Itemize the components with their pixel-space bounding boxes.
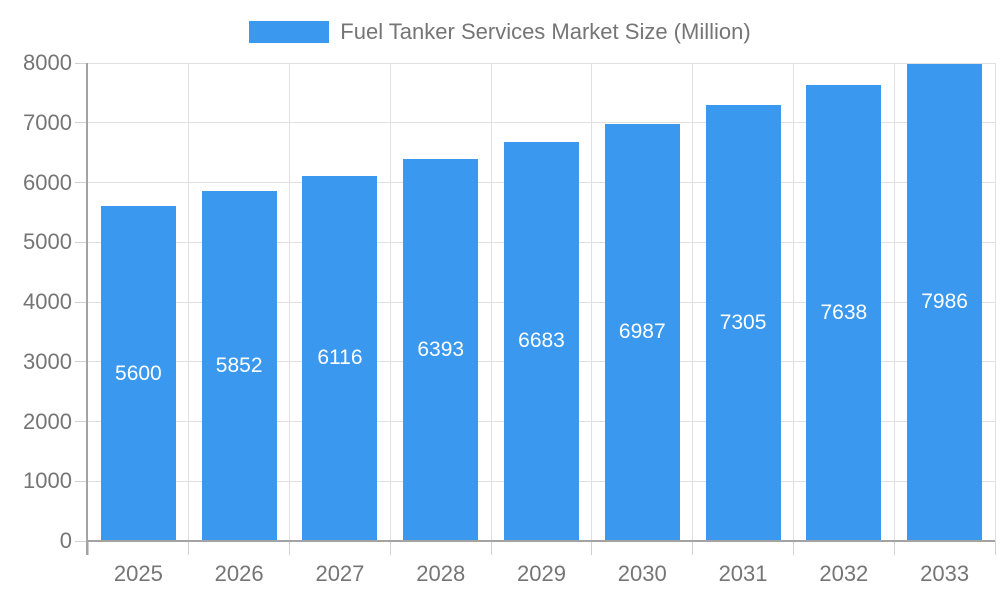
x-axis-label: 2032 <box>819 561 869 586</box>
bar-value-label: 7638 <box>820 300 868 324</box>
legend-swatch <box>249 21 330 43</box>
gridline-vertical <box>893 63 895 541</box>
x-axis-tick <box>188 541 190 555</box>
bar-value-label: 5852 <box>215 354 263 378</box>
x-axis-tick <box>792 541 794 555</box>
x-axis-tick <box>893 541 895 555</box>
x-axis-label: 2028 <box>416 561 466 586</box>
y-axis-label: 5000 <box>23 229 72 255</box>
x-axis-label: 2033 <box>920 561 970 586</box>
bar[interactable]: 5600 <box>100 206 176 541</box>
gridline-vertical <box>994 63 996 541</box>
y-axis-label: 7000 <box>23 109 72 135</box>
y-axis-label: 1000 <box>23 468 72 494</box>
y-axis-tick <box>75 540 88 542</box>
legend[interactable]: Fuel Tanker Services Market Size (Millio… <box>0 19 1000 44</box>
y-axis-tick <box>75 301 88 303</box>
x-axis-tick <box>591 541 593 555</box>
y-axis-label: 4000 <box>23 289 72 314</box>
x-axis-tick <box>692 541 694 555</box>
x-axis-label: 2031 <box>718 561 768 586</box>
legend-label: Fuel Tanker Services Market Size (Millio… <box>340 19 751 44</box>
y-axis-line <box>86 63 88 555</box>
bar-value-label: 7305 <box>719 310 767 334</box>
bar-value-label: 6987 <box>618 320 666 344</box>
bar-value-label: 6116 <box>317 346 363 370</box>
x-axis-label: 2025 <box>113 561 163 586</box>
gridline-horizontal <box>88 122 995 124</box>
y-axis-tick <box>75 62 88 64</box>
gridline-vertical <box>490 63 492 541</box>
gridline-vertical <box>289 63 291 541</box>
bar-value-label: 6393 <box>417 338 465 361</box>
x-axis-label: 2026 <box>214 561 264 586</box>
gridline-vertical <box>389 63 391 541</box>
x-axis-tick <box>490 541 492 555</box>
x-axis-label: 2030 <box>617 561 667 586</box>
y-axis-label: 3000 <box>23 348 72 374</box>
bar[interactable]: 6116 <box>302 175 378 541</box>
y-axis-tick <box>75 480 88 482</box>
bar-value-label: 6683 <box>518 329 565 353</box>
y-axis-label: 8000 <box>23 50 72 75</box>
y-axis-tick <box>75 241 88 243</box>
x-axis-label: 2027 <box>315 561 365 586</box>
y-axis-tick <box>75 122 88 124</box>
y-axis-label: 6000 <box>23 169 72 195</box>
x-axis-tick <box>289 541 291 555</box>
x-axis-tick <box>389 541 391 555</box>
y-axis-tick <box>75 421 88 422</box>
gridline-horizontal <box>88 62 995 64</box>
x-axis-tick <box>87 541 89 555</box>
gridline-vertical <box>792 63 794 541</box>
gridline-vertical <box>692 63 694 541</box>
gridline-vertical <box>591 63 593 541</box>
bar-value-label: 5600 <box>115 361 162 385</box>
bar[interactable]: 6683 <box>504 141 579 541</box>
x-axis-label: 2029 <box>517 561 566 586</box>
y-axis-label: 2000 <box>23 408 72 434</box>
bar[interactable]: 7986 <box>907 63 983 541</box>
bar[interactable]: 7638 <box>806 84 882 541</box>
bar[interactable]: 6987 <box>604 123 680 541</box>
y-axis-tick <box>75 361 88 363</box>
x-axis-tick <box>994 541 996 555</box>
gridline-vertical <box>188 63 190 541</box>
x-axis-line <box>86 540 995 542</box>
bar[interactable]: 6393 <box>403 159 479 541</box>
y-axis-label: 0 <box>59 528 72 553</box>
bar[interactable]: 7305 <box>705 104 781 541</box>
y-axis-tick <box>75 182 88 183</box>
bar[interactable]: 5852 <box>201 191 277 541</box>
bar-value-label: 7986 <box>921 290 968 314</box>
